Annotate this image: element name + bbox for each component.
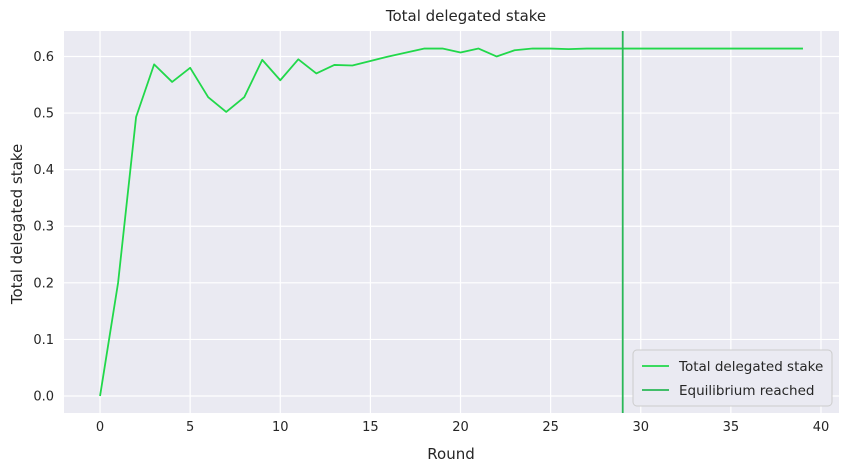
y-tick-label: 0.0 [33, 390, 54, 405]
x-tick-label: 15 [362, 420, 379, 435]
series-layer [99, 47, 803, 397]
y-tick-label: 0.4 [33, 163, 54, 178]
x-tick-label: 5 [186, 420, 194, 435]
x-tick-label: 35 [723, 420, 740, 435]
y-tick-label: 0.2 [33, 276, 54, 291]
legend-label: Total delegated stake [678, 359, 823, 375]
legend-label: Equilibrium reached [679, 383, 814, 399]
chart-title: Total delegated stake [385, 7, 546, 25]
y-tick-label: 0.6 [33, 50, 54, 65]
y-tick-label: 0.3 [33, 220, 54, 235]
x-tick-labels: 0 5 10 15 20 25 30 35 40 [96, 420, 829, 435]
y-tick-label: 0.1 [33, 333, 54, 348]
x-axis-title: Round [427, 445, 474, 463]
x-tick-label: 10 [272, 420, 289, 435]
legend-box [632, 349, 833, 407]
x-tick-label: 25 [542, 420, 559, 435]
legend: Total delegated stake Equilibrium reached [632, 349, 833, 407]
y-axis-title: Total delegated stake [8, 144, 26, 305]
plot-area [64, 31, 839, 413]
x-tick-label: 0 [96, 420, 104, 435]
x-tick-label: 30 [632, 420, 649, 435]
x-tick-label: 20 [452, 420, 469, 435]
x-tick-label: 40 [813, 420, 830, 435]
series-line [99, 47, 803, 397]
y-tick-labels: 0.0 0.1 0.2 0.3 0.4 0.5 0.6 [33, 50, 54, 405]
y-tick-label: 0.5 [33, 107, 54, 122]
